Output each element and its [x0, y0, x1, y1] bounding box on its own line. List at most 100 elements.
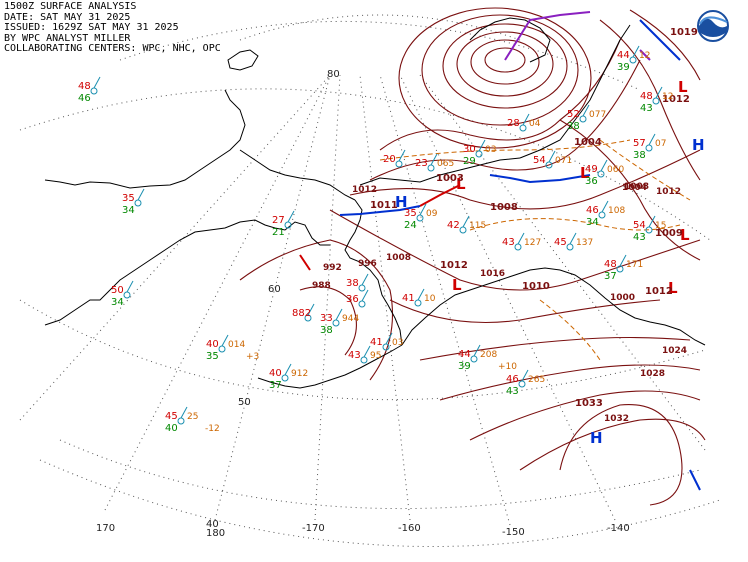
- station-temperature: 23: [415, 158, 428, 169]
- isobar-low-center-2: [470, 39, 540, 85]
- station-plot: 41 03: [370, 332, 403, 351]
- station-plot: 43 127: [502, 232, 541, 251]
- station-pressure: 108: [608, 206, 625, 216]
- wind-barb-icon: [430, 153, 438, 166]
- isobar-low-center-6: [398, 7, 592, 149]
- station-temperature: 38: [346, 278, 359, 289]
- pressure-label-1033: 1033: [575, 398, 603, 409]
- station-pressure: 95: [370, 351, 381, 361]
- wind-barb-icon: [619, 254, 627, 267]
- grid-labels: 80 60 50 40 170 180 -170 -160 -150 -140: [96, 69, 630, 539]
- pressure-label-1008: 1008: [490, 202, 518, 213]
- wind-barb-icon: [582, 104, 590, 117]
- isobar-label: 1000: [610, 293, 635, 303]
- station-dewpoint: 29: [463, 156, 476, 167]
- isobar-label: 1004: [622, 183, 647, 193]
- wind-barb-icon: [600, 159, 608, 172]
- isobar-label: 996: [358, 259, 377, 269]
- pressure-label-1010: 1010: [522, 281, 550, 292]
- coast-alaska-south: [401, 267, 706, 346]
- wind-barb-icon: [417, 288, 425, 301]
- isobar-1000: [379, 39, 621, 151]
- station-temperature: 35: [122, 193, 135, 204]
- lat-label-60: 60: [268, 284, 281, 295]
- isobar-1020: [439, 364, 701, 401]
- station-dewpoint: 39: [458, 361, 471, 372]
- high-center-1011: H: [395, 193, 408, 211]
- station-tendency: +10: [498, 362, 517, 372]
- station-plot: 45 137: [554, 232, 593, 251]
- station-pressure: 15: [655, 221, 666, 231]
- isobar-label: 1008: [624, 182, 649, 192]
- isobar-1016: [419, 336, 691, 361]
- wind-barb-icon: [548, 150, 556, 163]
- pressure-label-1004: 1004: [574, 137, 602, 148]
- troughs: [379, 139, 691, 361]
- wind-barb-icon: [569, 232, 577, 245]
- isobar-label: 1008: [386, 253, 411, 263]
- pressure-centers: H 1011 L 1003 1008 L 1010 1012 L 1012 L …: [370, 27, 705, 447]
- high-center-1033: H: [590, 429, 603, 447]
- station-pressure: 912: [291, 369, 308, 379]
- station-pressure: 07: [655, 139, 666, 149]
- isobar-1028: [519, 418, 706, 471]
- coastlines: [44, 17, 706, 389]
- isobar-east-1: [599, 19, 701, 181]
- station-pressure: 127: [524, 238, 541, 248]
- analysis-header: 1500Z SURFACE ANALYSIS DATE: SAT MAY 31 …: [4, 1, 221, 55]
- station-plot: 20: [383, 149, 406, 168]
- station-dewpoint: 43: [633, 232, 646, 243]
- low-center-1004: L: [580, 164, 590, 182]
- station-plot: 41 10: [402, 288, 436, 307]
- station-temperature: 43: [502, 237, 515, 248]
- pressure-label-1003: 1003: [436, 173, 464, 184]
- station-dewpoint: 37: [604, 271, 617, 282]
- wind-barb-icon: [363, 345, 371, 358]
- wind-barb-icon: [335, 308, 343, 321]
- pressure-label-1012-a: 1012: [440, 260, 468, 271]
- station-plot: 43 95: [348, 345, 381, 364]
- meridian-east: [419, 74, 706, 451]
- wind-barb-icon: [478, 139, 486, 152]
- station-temperature: 30: [463, 144, 476, 155]
- isobar-label: 988: [312, 281, 331, 291]
- station-temperature: 42: [447, 220, 460, 231]
- wind-barb-icon: [601, 200, 609, 213]
- coast-kamchatka: [44, 89, 246, 189]
- station-pressure: 03: [485, 145, 496, 155]
- station-plot: 23 065: [415, 153, 454, 172]
- station-dewpoint: 37: [269, 380, 282, 391]
- isobar-label: 1012: [352, 185, 377, 195]
- isobar-1004: [369, 59, 641, 181]
- station-dewpoint: 38: [320, 325, 333, 336]
- lat-label-50: 50: [238, 397, 251, 408]
- station-dewpoint: 34: [122, 205, 135, 216]
- station-temperature: 52: [567, 109, 580, 120]
- isobar-label: 1028: [640, 369, 665, 379]
- coast-east-siberia: [239, 149, 356, 201]
- station-tendency: -12: [205, 424, 220, 434]
- station-dewpoint: 46: [78, 93, 91, 104]
- isobar-low-center-3: [456, 31, 554, 97]
- wind-barb-icon: [126, 280, 134, 293]
- coast-islands-north: [469, 17, 551, 63]
- station-temperature: 48: [78, 81, 91, 92]
- station-temperature: 49: [585, 164, 598, 175]
- cold-front-1: [339, 205, 421, 216]
- station-temperature: 48: [604, 259, 617, 270]
- station-temperature: 46: [586, 205, 599, 216]
- coast-chukotka: [44, 219, 330, 326]
- station-plot: 882: [292, 303, 315, 322]
- station-plot: 36: [346, 289, 369, 308]
- wind-barb-icon: [419, 203, 427, 216]
- isobar-label: 1016: [480, 269, 505, 279]
- lon-label-m170: -170: [302, 523, 325, 534]
